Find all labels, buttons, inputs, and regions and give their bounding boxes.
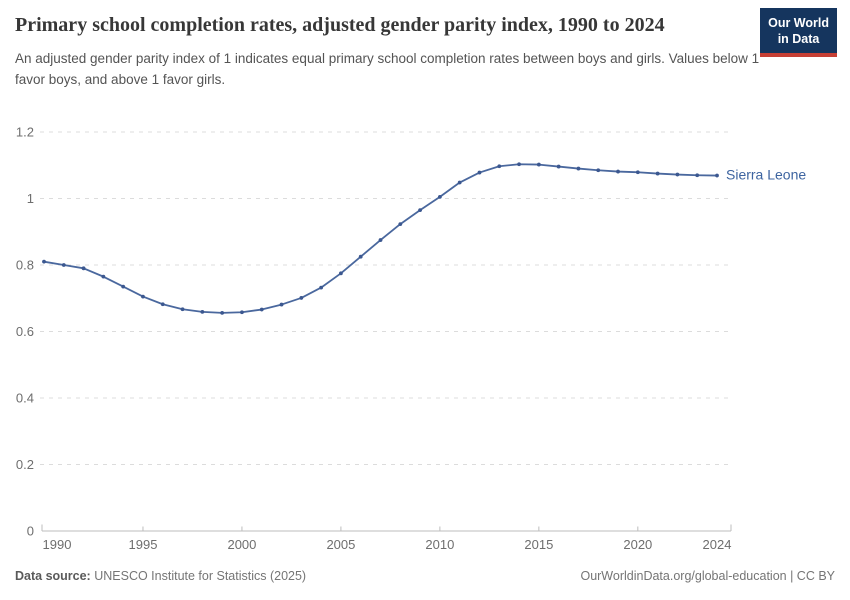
owid-logo-line2: in Data xyxy=(777,32,820,47)
data-point[interactable] xyxy=(715,173,719,178)
y-tick-label: 0.6 xyxy=(16,324,34,339)
data-point[interactable] xyxy=(655,171,660,176)
data-point[interactable] xyxy=(141,294,145,299)
data-source-label: Data source: xyxy=(15,569,91,583)
x-tick-label: 2005 xyxy=(326,537,355,552)
series-sierra-leone[interactable]: Sierra Leone xyxy=(42,162,806,315)
data-source-text: UNESCO Institute for Statistics (2025) xyxy=(94,569,307,583)
x-tick-label: 1995 xyxy=(129,537,158,552)
data-point[interactable] xyxy=(695,173,700,178)
x-tick-label: 2000 xyxy=(227,537,256,552)
data-point[interactable] xyxy=(675,172,680,177)
x-tick-label: 1990 xyxy=(43,537,72,552)
data-point[interactable] xyxy=(556,164,561,169)
data-point[interactable] xyxy=(616,169,620,174)
y-tick-label: 0.2 xyxy=(16,457,34,472)
x-axis xyxy=(41,524,732,532)
x-tick-label: 2020 xyxy=(623,537,652,552)
credit-link[interactable]: OurWorldinData.org/global-education | CC… xyxy=(580,569,835,583)
x-tick-label: 2015 xyxy=(524,537,553,552)
gridlines xyxy=(40,131,731,465)
chart-subtitle: An adjusted gender parity index of 1 ind… xyxy=(15,51,760,87)
chart-header: Primary school completion rates, adjuste… xyxy=(15,12,835,90)
data-point[interactable] xyxy=(497,164,502,169)
data-point[interactable] xyxy=(180,307,185,312)
data-point[interactable] xyxy=(200,309,205,314)
data-point[interactable] xyxy=(121,284,126,289)
y-tick-label: 0 xyxy=(27,524,34,539)
data-point[interactable] xyxy=(160,302,165,307)
data-point[interactable] xyxy=(536,162,541,167)
page-title: Primary school completion rates, adjuste… xyxy=(15,14,665,36)
y-tick-label: 1.2 xyxy=(16,125,34,140)
data-point[interactable] xyxy=(81,266,86,271)
data-point[interactable] xyxy=(437,194,442,199)
series-label: Sierra Leone xyxy=(726,166,806,182)
data-point[interactable] xyxy=(220,310,225,315)
owid-logo[interactable]: Our World in Data xyxy=(760,8,837,57)
data-point[interactable] xyxy=(42,259,46,264)
data-point[interactable] xyxy=(596,168,601,173)
data-point[interactable] xyxy=(101,274,106,279)
x-tick-label: 2024 xyxy=(703,537,732,552)
line-chart-plot-area[interactable]: 0 0.2 0.4 0.6 0.8 1 1.2 1990 1995 2000 2005 2010 201… xyxy=(0,125,850,570)
data-point[interactable] xyxy=(358,254,363,259)
y-tick-label: 0.8 xyxy=(16,258,34,273)
data-point[interactable] xyxy=(517,162,521,167)
data-point[interactable] xyxy=(477,170,482,175)
y-tick-label: 1 xyxy=(27,191,34,206)
data-point[interactable] xyxy=(279,302,284,307)
x-axis-labels: 1990 1995 2000 2005 2010 2015 2020 2024 xyxy=(43,537,732,552)
data-point[interactable] xyxy=(299,296,304,300)
data-point[interactable] xyxy=(240,310,244,315)
data-point[interactable] xyxy=(398,222,403,227)
chart-footer: Data source: UNESCO Institute for Statis… xyxy=(15,569,835,583)
data-point[interactable] xyxy=(319,285,324,290)
data-point[interactable] xyxy=(61,263,66,267)
data-point[interactable] xyxy=(418,208,422,213)
data-point[interactable] xyxy=(378,238,383,242)
data-point[interactable] xyxy=(635,170,640,175)
y-axis-labels: 0 0.2 0.4 0.6 0.8 1 1.2 xyxy=(16,125,34,539)
data-point[interactable] xyxy=(339,271,343,276)
x-tick-label: 2010 xyxy=(425,537,454,552)
data-source: Data source: UNESCO Institute for Statis… xyxy=(15,569,306,583)
data-point[interactable] xyxy=(457,180,462,185)
data-point[interactable] xyxy=(259,307,264,312)
owid-logo-line1: Our World xyxy=(768,16,829,30)
data-point[interactable] xyxy=(576,166,581,171)
y-tick-label: 0.4 xyxy=(16,391,34,406)
